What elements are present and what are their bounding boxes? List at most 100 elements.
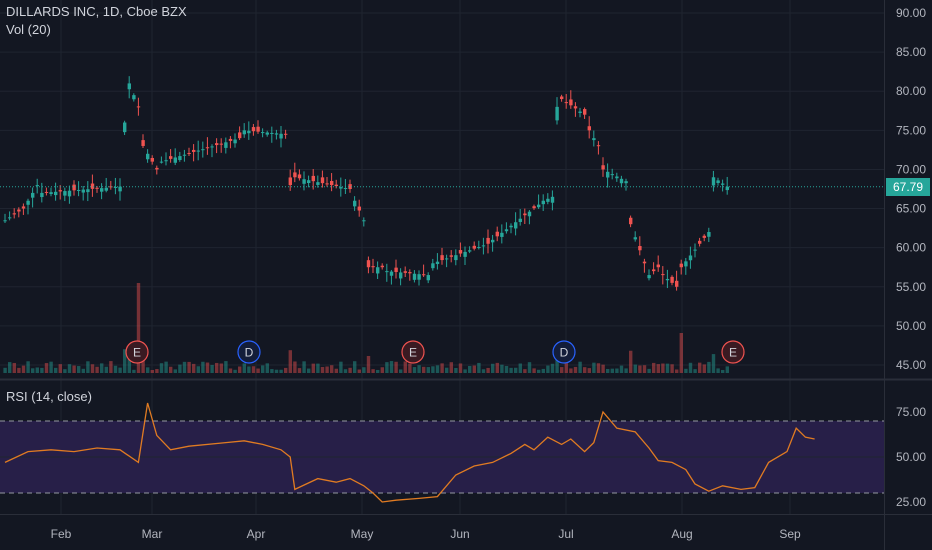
- candle-body-32: [150, 157, 154, 162]
- volume-bar-115: [532, 368, 536, 373]
- candle-body-98: [454, 255, 458, 261]
- candle-body-55: [256, 126, 260, 132]
- volume-bar-129: [596, 363, 601, 373]
- candle-body-103: [477, 247, 481, 249]
- candle-body-37: [173, 157, 177, 163]
- candle-body-149: [688, 255, 693, 261]
- volume-bar-39: [182, 361, 187, 373]
- candle-body-129: [596, 145, 601, 147]
- volume-bar-150: [693, 369, 697, 373]
- volume-bar-144: [665, 363, 670, 373]
- price-candles[interactable]: [3, 76, 729, 291]
- candle-body-126: [583, 109, 587, 115]
- earnings-marker-label: E: [133, 346, 141, 360]
- volume-bar-105: [486, 367, 490, 373]
- price-tick-label: 45.00: [896, 358, 926, 372]
- volume-bar-94: [435, 365, 440, 373]
- dividend-marker-circle: [552, 340, 576, 364]
- volume-bar-61: [284, 367, 288, 373]
- candle-body-120: [555, 106, 559, 121]
- candle-body-61: [284, 133, 288, 135]
- candle-body-40: [187, 152, 191, 154]
- volume-bar-31: [146, 367, 150, 373]
- volume-bar-1: [8, 362, 12, 373]
- candle-body-66: [307, 180, 311, 184]
- volume-bar-117: [541, 368, 545, 373]
- candle-body-11: [54, 191, 58, 196]
- candle-body-78: [362, 220, 366, 222]
- volume-bar-48: [224, 361, 228, 373]
- earnings-marker-label: E: [409, 346, 417, 360]
- volume-bar-110: [509, 367, 513, 373]
- candle-body-5: [26, 200, 30, 205]
- volume-bar-135: [624, 368, 628, 373]
- volume-bar-97: [449, 362, 453, 373]
- rsi-tick-label: 75.00: [896, 405, 926, 419]
- candle-body-101: [468, 250, 472, 252]
- candle-body-4: [21, 206, 26, 209]
- earnings-marker: E: [125, 340, 149, 364]
- volume-bar-126: [583, 367, 587, 373]
- candle-body-6: [31, 192, 35, 198]
- volume-bar-103: [477, 362, 481, 373]
- volume-bar-47: [219, 363, 223, 373]
- candle-body-52: [242, 130, 246, 135]
- candle-body-110: [509, 225, 513, 228]
- candle-body-82: [380, 265, 384, 268]
- candle-body-39: [182, 154, 187, 156]
- candle-body-107: [495, 231, 499, 237]
- candle-body-45: [210, 146, 214, 148]
- candle-body-36: [169, 156, 173, 159]
- volume-bar-25: [118, 367, 122, 373]
- volume-bar-142: [656, 364, 660, 373]
- chart-title: DILLARDS INC, 1D, Cboe BZX: [6, 4, 187, 19]
- volume-bar-26: [123, 349, 127, 373]
- candle-body-48: [224, 142, 228, 148]
- candle-body-109: [504, 229, 509, 232]
- candle-body-79: [366, 260, 371, 268]
- candle-body-154: [711, 177, 716, 186]
- candle-body-73: [339, 187, 343, 189]
- volume-bar-18: [86, 361, 90, 373]
- candle-body-44: [205, 147, 210, 149]
- dividend-marker-label: D: [245, 346, 254, 360]
- volume-bar-137: [633, 364, 637, 373]
- volume-bar-107: [495, 362, 499, 373]
- volume-bar-85: [394, 361, 398, 373]
- volume-bar-35: [164, 361, 168, 373]
- volume-bar-139: [642, 365, 647, 373]
- candle-body-108: [500, 232, 504, 237]
- candle-body-67: [311, 175, 315, 182]
- volume-bar-131: [606, 368, 610, 373]
- candle-body-30: [141, 140, 145, 146]
- candle-body-63: [293, 172, 297, 178]
- volume-bar-9: [44, 363, 49, 373]
- candle-body-27: [127, 83, 131, 90]
- volume-bar-49: [228, 368, 233, 373]
- time-tick-label: May: [351, 527, 374, 541]
- volume-bar-98: [454, 367, 458, 373]
- volume-bar-99: [458, 363, 463, 373]
- volume-bar-12: [58, 364, 62, 373]
- candle-body-134: [619, 178, 624, 184]
- candle-body-24: [113, 187, 118, 189]
- candle-body-94: [435, 261, 440, 265]
- volume-bar-138: [638, 365, 642, 373]
- candle-body-71: [330, 181, 334, 186]
- volume-bar-57: [265, 363, 269, 373]
- candle-body-91: [422, 274, 426, 276]
- volume-bar-67: [311, 363, 315, 373]
- candle-body-18: [86, 189, 90, 193]
- volume-bar-53: [247, 366, 251, 373]
- volume-bar-116: [537, 369, 541, 373]
- volume-bar-20: [95, 366, 99, 373]
- candle-body-53: [247, 130, 251, 134]
- candle-body-93: [431, 263, 435, 269]
- rsi-panel[interactable]: [0, 402, 884, 503]
- volume-bar-153: [707, 361, 711, 373]
- volume-bar-123: [569, 368, 573, 373]
- volume-bar-114: [527, 362, 532, 373]
- candle-body-87: [403, 271, 407, 273]
